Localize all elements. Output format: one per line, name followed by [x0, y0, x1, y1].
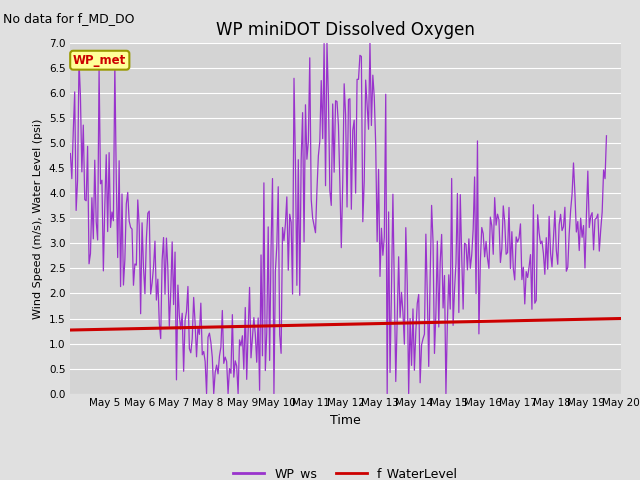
- Legend: WP_ws, f_WaterLevel: WP_ws, f_WaterLevel: [228, 462, 463, 480]
- Title: WP miniDOT Dissolved Oxygen: WP miniDOT Dissolved Oxygen: [216, 21, 475, 39]
- X-axis label: Time: Time: [330, 414, 361, 427]
- Text: WP_met: WP_met: [73, 54, 127, 67]
- Text: No data for f_MD_DO: No data for f_MD_DO: [3, 12, 134, 25]
- Y-axis label: Wind Speed (m/s), Water Level (psi): Wind Speed (m/s), Water Level (psi): [33, 118, 44, 319]
